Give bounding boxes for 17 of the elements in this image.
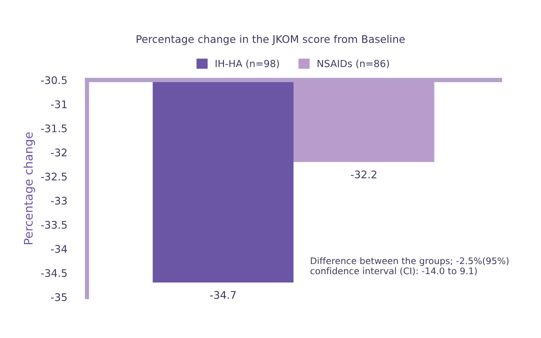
legend-label: IH-HA (n=98) [216, 60, 279, 68]
legend-label: NSAIDs (n=86) [318, 60, 389, 68]
y-axis-title: Percentage change [24, 132, 36, 244]
y-tick-label: -34 [51, 245, 67, 253]
y-tick-label: -34.5 [41, 269, 67, 277]
y-tick-label: -33.5 [41, 220, 67, 229]
y-tick-label: -30.5 [41, 76, 67, 84]
annotation: Difference between the groups; -2.5%(95%) confidence interval (CI): -14.0 to 9.1) [310, 257, 509, 276]
y-tick-label: -31 [51, 100, 67, 108]
y-tick-label: -31.5 [41, 124, 67, 132]
y-tick-label: -35 [51, 293, 67, 302]
y-tick-label: -32.5 [41, 172, 67, 181]
data-label: -34.7 [210, 291, 236, 299]
y-tick-label: -32 [51, 148, 67, 156]
data-label: -32.2 [350, 170, 376, 178]
chart-title: Percentage change in the JKOM score from Baseline [136, 34, 405, 46]
y-tick-label: -33 [51, 196, 67, 205]
